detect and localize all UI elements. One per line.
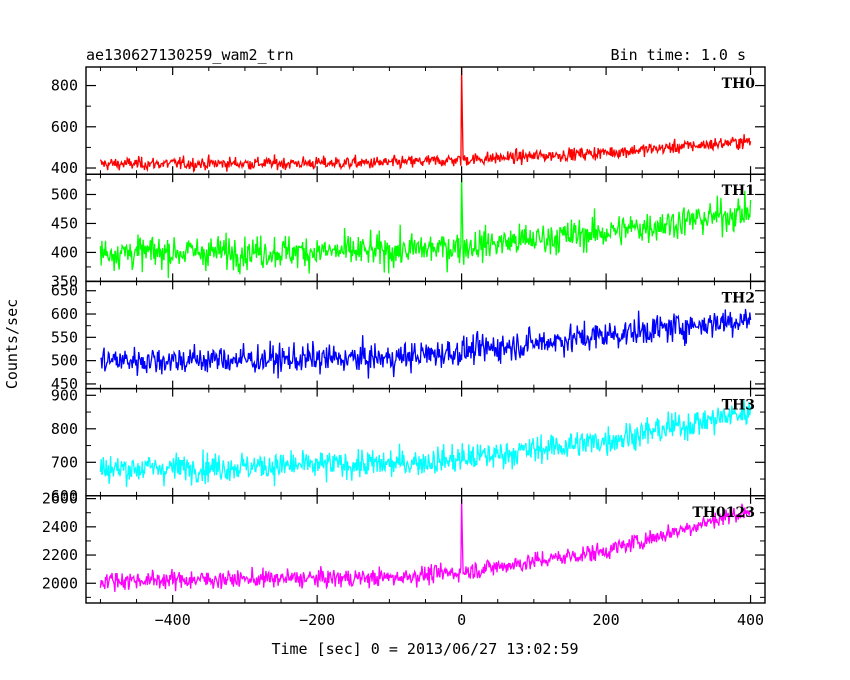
series-line-th2: [100, 308, 752, 379]
y-tick-label: 2200: [42, 546, 78, 564]
panel-frame: [85, 387, 766, 497]
x-tick-label: −400: [155, 611, 191, 629]
y-tick-label: 500: [51, 185, 78, 203]
y-tick-label: 400: [51, 159, 78, 177]
y-tick-label: 550: [51, 328, 78, 346]
y-tick-label: 350: [51, 272, 78, 290]
panel-frame: [85, 495, 766, 604]
y-tick-label: 2400: [42, 518, 78, 536]
bin-time-label: Bin time: 1.0 s: [611, 46, 746, 64]
panel-label-th3: TH3: [722, 398, 755, 414]
y-tick-label: 450: [51, 214, 78, 232]
panel-th0: 400 600 800 TH0: [51, 66, 766, 177]
panel-label-th2: TH2: [722, 290, 755, 306]
y-axis-label: Counts/sec: [3, 299, 21, 389]
panel-frame: [85, 280, 766, 390]
y-tick-label: 800: [51, 420, 78, 438]
x-axis: −400 −200 0 200 400: [155, 611, 764, 629]
panel-label-th0: TH0: [722, 76, 756, 92]
panel-label-th1: TH1: [722, 183, 755, 199]
y-tick-label: 800: [51, 77, 78, 95]
x-tick-label: 200: [593, 611, 620, 629]
y-tick-label: 400: [51, 243, 78, 261]
y-tick-label: 2600: [42, 490, 78, 508]
y-tick-label: 450: [51, 375, 78, 393]
series-line-th1: [99, 177, 752, 279]
panel-th3: 600 700 800 900 TH3: [51, 386, 766, 505]
panel-label-th0123: TH0123: [692, 505, 755, 521]
y-tick-label: 900: [51, 386, 78, 404]
series-line-th0: [99, 67, 752, 173]
x-tick-label: 0: [457, 611, 466, 629]
x-axis-label: Time [sec] 0 = 2013/06/27 13:02:59: [271, 640, 578, 658]
figure-title: ae130627130259_wam2_trn: [86, 46, 294, 64]
y-tick-label: 2000: [42, 574, 78, 592]
panel-th2: 450 500 550 600 650 TH2: [51, 280, 766, 393]
panel-th0123: 2000 2200 2400 2600 TH0123: [42, 490, 766, 604]
x-tick-label: 400: [737, 611, 764, 629]
y-tick-label: 650: [51, 282, 78, 300]
y-tick-label: 600: [51, 487, 78, 505]
y-tick-label: 600: [51, 118, 78, 136]
series-line-th0123: [99, 498, 752, 592]
y-tick-label: 500: [51, 352, 78, 370]
x-tick-label: −200: [299, 611, 335, 629]
panel-th1: 350 400 450 500 TH1: [51, 173, 766, 290]
series-line-th3: [99, 400, 752, 488]
y-tick-label: 700: [51, 453, 78, 471]
y-tick-label: 600: [51, 305, 78, 323]
